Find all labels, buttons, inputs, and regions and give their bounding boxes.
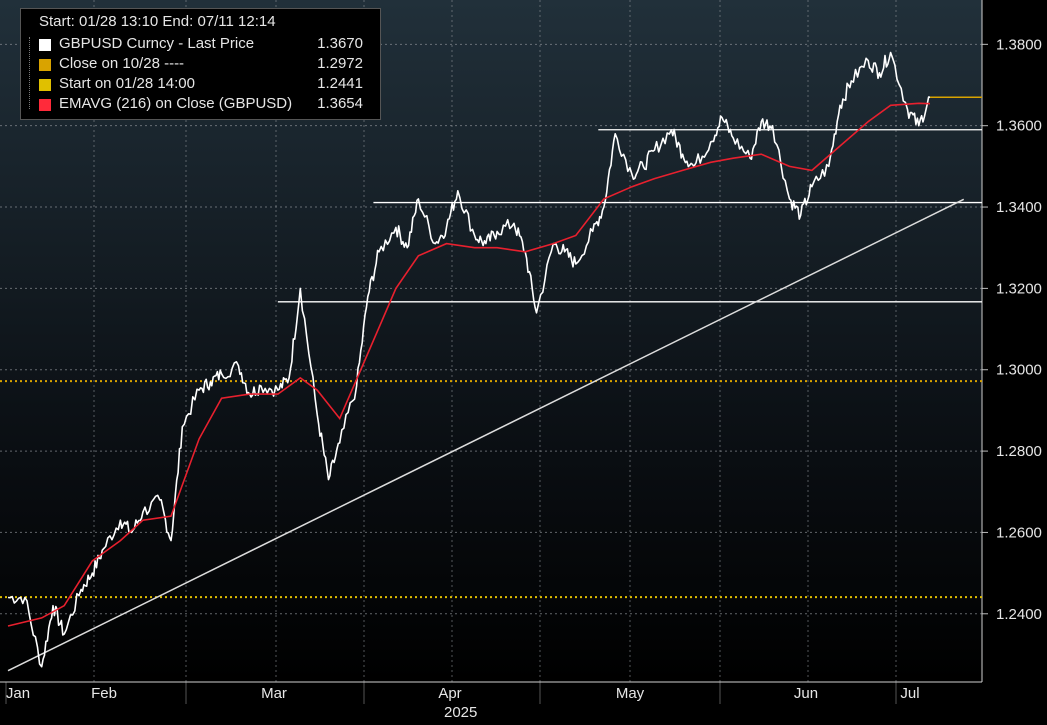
y-tick-label: 1.3800 <box>996 36 1042 53</box>
y-tick-label: 1.3200 <box>996 280 1042 297</box>
y-tick-label: 1.3600 <box>996 118 1042 135</box>
x-tick-label: Feb <box>91 685 117 702</box>
legend-label: Close on 10/28 ---- <box>59 55 185 72</box>
legend-swatch-price <box>39 39 51 51</box>
chart-legend: Start: 01/28 13:10 End: 07/11 12:14 GBPU… <box>20 8 381 120</box>
legend-item-close[interactable]: Close on 10/28 ---- 1.2972 <box>39 55 379 75</box>
x-tick-label: Mar <box>261 685 287 702</box>
legend-item-ema[interactable]: EMAVG (216) on Close (GBPUSD) 1.3654 <box>39 95 379 115</box>
y-tick-label: 1.3400 <box>996 199 1042 216</box>
legend-label: GBPUSD Curncy - Last Price <box>59 35 255 52</box>
legend-swatch-start <box>39 79 51 91</box>
legend-swatch-ema <box>39 99 51 111</box>
y-tick-label: 1.2600 <box>996 524 1042 541</box>
y-tick-label: 1.3000 <box>996 362 1042 379</box>
legend-value: 1.2441 <box>317 75 363 92</box>
price-series-line <box>7 51 931 668</box>
x-tick-label: Jun <box>794 685 818 702</box>
x-tick-label: Jan <box>6 685 30 702</box>
legend-item-price[interactable]: GBPUSD Curncy - Last Price 1.3670 <box>39 35 379 55</box>
ema-series-line <box>7 102 931 627</box>
y-tick-label: 1.2400 <box>996 606 1042 623</box>
legend-label: EMAVG (216) on Close (GBPUSD) <box>59 95 293 112</box>
legend-label: Start on 01/28 14:00 <box>59 75 195 92</box>
legend-value: 1.2972 <box>317 55 363 72</box>
legend-header: Start: 01/28 13:10 End: 07/11 12:14 <box>39 13 276 30</box>
x-tick-label: Jul <box>900 685 919 702</box>
legend-value: 1.3654 <box>317 95 363 112</box>
y-tick-label: 1.2800 <box>996 443 1042 460</box>
trendline <box>7 198 965 672</box>
x-tick-label: Apr <box>438 685 461 702</box>
legend-swatch-close <box>39 59 51 71</box>
legend-value: 1.3670 <box>317 35 363 52</box>
year-label: 2025 <box>444 704 478 721</box>
x-tick-label: May <box>616 685 645 702</box>
legend-tree-lines <box>29 37 38 109</box>
legend-item-start[interactable]: Start on 01/28 14:00 1.2441 <box>39 75 379 95</box>
